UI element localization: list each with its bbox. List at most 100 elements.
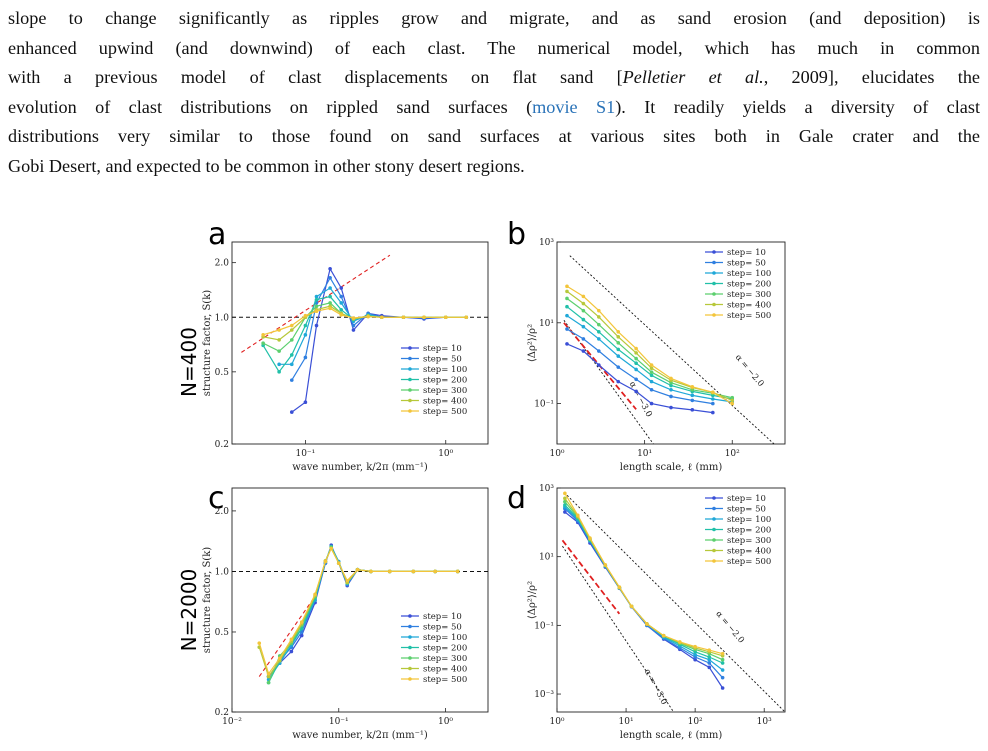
y-tick-label: 2.0 — [215, 259, 230, 269]
data-point — [645, 622, 649, 626]
y-axis-label: ⟨Δρ²⟩/ρ² — [527, 581, 538, 619]
data-point — [634, 351, 638, 355]
text-fragment: ). It readily yields a diversity of clas… — [615, 96, 980, 117]
plot-frame — [556, 241, 786, 445]
x-tick-label: 10³ — [757, 717, 772, 727]
data-point — [616, 340, 621, 345]
data-point — [323, 559, 328, 564]
y-tick-label: 10⁻³ — [534, 690, 554, 700]
panel-d: 10⁰ 10¹ 10² 10³ 10⁻³ 10⁻¹ 10¹ 10³ length scale, … — [527, 484, 786, 741]
plot-frame — [231, 487, 489, 713]
legend-label: step= 100 — [727, 515, 771, 525]
data-point — [565, 284, 569, 289]
data-point — [693, 652, 697, 657]
x-tick-label: 10⁰ — [438, 449, 453, 459]
legend-marker — [408, 656, 412, 660]
legend-label: step= 100 — [727, 269, 771, 279]
data-point — [314, 294, 319, 299]
x-tick-label: 10⁰ — [438, 717, 453, 727]
series-line — [566, 306, 733, 400]
series-line — [262, 305, 467, 341]
data-point — [616, 365, 621, 369]
data-point — [351, 323, 356, 328]
data-point — [616, 347, 621, 352]
legend-marker — [712, 292, 716, 296]
legend-label: step= 500 — [727, 311, 771, 321]
x-axis-label: wave number, k/2π (mm⁻¹) — [292, 462, 428, 473]
data-point — [669, 394, 673, 399]
legend-label: step= 400 — [727, 547, 771, 557]
legend-marker — [408, 409, 412, 413]
legend-marker — [408, 367, 412, 371]
slope-label-minus3: α = −3.0 — [627, 380, 654, 419]
data-point — [433, 569, 437, 574]
data-point — [299, 633, 304, 638]
data-point — [597, 322, 601, 327]
data-point — [563, 510, 567, 514]
series-line — [564, 506, 723, 671]
data-point — [289, 353, 294, 357]
slope-guide-minus3 — [562, 545, 675, 713]
data-point — [575, 513, 580, 518]
legend-marker — [408, 645, 412, 650]
legend-label: step= 500 — [423, 407, 467, 417]
series-line — [566, 315, 733, 403]
data-point — [328, 267, 332, 271]
x-tick-label: 10⁰ — [549, 449, 564, 459]
data-point — [634, 361, 638, 365]
data-point — [289, 410, 294, 414]
data-point — [730, 398, 735, 403]
data-point — [597, 349, 601, 353]
series-line — [564, 497, 723, 657]
y-tick-label: 1.0 — [215, 567, 230, 577]
data-point — [411, 569, 416, 574]
data-point — [616, 379, 621, 384]
plot-frame — [556, 487, 786, 713]
legend-label: step= 400 — [423, 665, 467, 675]
data-point — [379, 315, 384, 320]
legend-label: step= 100 — [423, 633, 467, 643]
y-axis-label: ⟨Δρ²⟩/ρ² — [527, 324, 538, 362]
legend-label: step= 300 — [423, 654, 467, 664]
x-axis-label: wave number, k/2π (mm⁻¹) — [292, 730, 428, 741]
data-point — [336, 561, 341, 565]
data-point — [339, 307, 344, 312]
legend-label: step= 200 — [423, 644, 467, 654]
data-point — [345, 578, 350, 583]
text-line: Gobi Desert, and expected to be common i… — [8, 155, 525, 176]
y-axis-label: structure factor, S(k) — [202, 290, 213, 396]
data-point — [581, 301, 586, 306]
data-point — [711, 401, 715, 406]
slope-label-minus2: α = −2.0 — [733, 353, 766, 389]
data-point — [597, 337, 601, 341]
data-point — [634, 356, 638, 361]
legend-marker — [408, 356, 412, 361]
legend-label: step= 300 — [423, 386, 467, 396]
legend-marker — [408, 666, 412, 671]
data-point — [339, 286, 344, 290]
data-point — [603, 563, 608, 567]
data-point — [303, 333, 308, 337]
data-point — [314, 323, 319, 328]
data-point — [581, 294, 586, 299]
legend-label: step= 50 — [423, 623, 462, 633]
y-tick-label: 0.5 — [215, 368, 230, 378]
data-point — [328, 294, 332, 299]
panel-c: 10⁻² 10⁻¹ 10⁰ 0.2 0.5 1.0 2.0 wave number, k/2π… — [202, 487, 489, 741]
x-tick-label: 10⁰ — [549, 717, 564, 727]
legend-label: step= 50 — [727, 259, 766, 269]
data-point — [565, 296, 569, 301]
series-line — [564, 504, 723, 664]
body-paragraph: slope to change significantly as ripples… — [8, 4, 980, 181]
legend-marker — [408, 377, 412, 382]
power-law-guide — [258, 590, 320, 677]
movie-s1-link[interactable]: movie S1 — [532, 96, 616, 117]
legend-marker — [712, 517, 716, 521]
data-point — [313, 592, 317, 597]
data-point — [563, 491, 567, 496]
panel-letter-a: a — [208, 217, 226, 252]
data-point — [649, 379, 654, 384]
data-point — [690, 393, 695, 398]
data-point — [690, 398, 695, 403]
legend-label: step= 300 — [727, 290, 771, 300]
